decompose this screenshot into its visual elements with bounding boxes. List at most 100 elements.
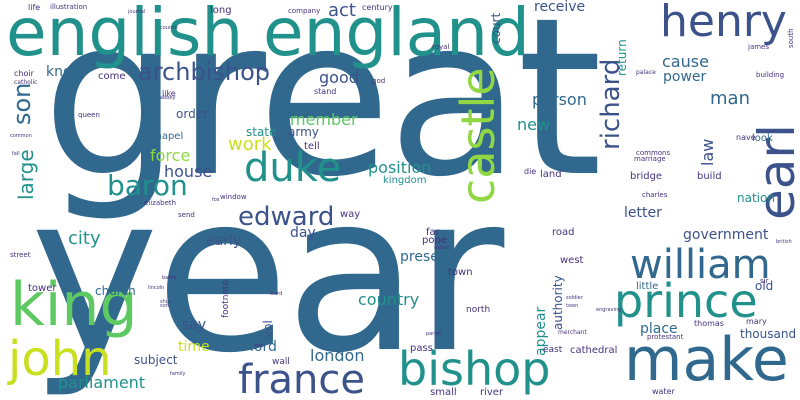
word-baron: baron <box>107 169 188 202</box>
word-james: james <box>748 43 770 51</box>
word-say: say <box>182 317 207 333</box>
word-abbey: abbey <box>160 95 176 101</box>
word-government: government <box>683 227 769 243</box>
word-company: company <box>288 7 321 15</box>
word-henry: henry <box>660 0 787 47</box>
word-illustration: illustration <box>50 3 88 11</box>
word-time: time <box>178 339 210 355</box>
word-lincoln: lincoln <box>148 285 165 291</box>
word-church: church <box>95 284 136 298</box>
word-kingdom: kingdom <box>383 175 427 186</box>
word-nave: nave <box>736 133 756 142</box>
word-receive: receive <box>534 0 586 15</box>
word-bridge: bridge <box>630 171 663 182</box>
word-parish: parish <box>426 331 442 337</box>
word-little: little <box>636 281 659 292</box>
word-person: person <box>532 90 587 109</box>
word-tower: tower <box>28 283 57 294</box>
word-footnote: footnote <box>221 280 231 318</box>
word-army: army <box>288 125 319 139</box>
word-act: act <box>328 0 356 21</box>
word-lord: lord <box>250 339 277 355</box>
word-old: old <box>755 279 774 293</box>
word-council: council <box>160 25 178 31</box>
word-man: man <box>710 88 750 109</box>
word-william: william <box>630 242 771 288</box>
word-know: know <box>46 64 83 80</box>
word-cause: cause <box>662 52 709 71</box>
word-long: long <box>210 5 232 16</box>
word-charles: charles <box>642 191 668 199</box>
word-thomas: thomas <box>694 319 724 328</box>
word-subject: subject <box>134 353 178 367</box>
word-english: english <box>6 0 244 71</box>
word-small: small <box>430 387 457 398</box>
word-engraving: engraving <box>596 307 622 313</box>
word-west: west <box>560 255 584 266</box>
word-send: send <box>178 211 195 219</box>
word-east: east <box>543 345 563 355</box>
word-war: war <box>254 343 264 349</box>
word-wall: wall <box>272 357 290 367</box>
word-prince: prince <box>614 274 758 328</box>
word-authority: authority <box>551 275 565 330</box>
word-house: house <box>164 162 213 181</box>
word-merchant: merchant <box>558 329 587 336</box>
word-catholic: catholic <box>14 79 38 86</box>
word-work: work <box>228 134 272 155</box>
word-choir: choir <box>14 69 34 78</box>
word-marriage: marriage <box>634 155 666 163</box>
word-tell: tell <box>304 141 320 152</box>
word-build: build <box>697 171 722 182</box>
word-die: die <box>524 167 537 176</box>
word-look: look <box>752 133 773 144</box>
word-good: good <box>319 68 359 87</box>
word-law: law <box>698 138 717 166</box>
word-sir: sir <box>760 277 769 285</box>
word-family: family <box>170 371 186 377</box>
word-river: river <box>480 387 504 398</box>
word-england: england <box>263 0 530 71</box>
word-elizabeth: elizabeth <box>144 199 177 207</box>
word-building: building <box>756 71 785 79</box>
word-archbishop: archbishop <box>138 58 270 86</box>
word-battle: battle <box>162 275 177 281</box>
word-north: north <box>466 305 491 315</box>
word-year: year <box>30 148 504 400</box>
word-day: day <box>290 225 316 241</box>
word-duke: duke <box>244 145 342 191</box>
word-new: new <box>517 115 551 134</box>
word-oxford: oxford <box>434 245 450 251</box>
word-early: early <box>206 233 242 249</box>
word-make: make <box>624 325 789 395</box>
word-stand: stand <box>314 87 337 96</box>
word-soldier: soldier <box>566 295 583 301</box>
word-south: south <box>787 28 795 48</box>
word-life: life <box>28 3 41 12</box>
word-god: god <box>372 77 386 85</box>
word-bishop: bishop <box>398 342 551 396</box>
word-queen: queen <box>78 111 100 119</box>
word-london: london <box>310 346 365 365</box>
word-pass: pass <box>410 343 433 354</box>
word-window: window <box>220 193 247 201</box>
word-cathedral: cathedral <box>570 345 618 356</box>
word-member: member <box>290 110 358 129</box>
word-son-small: son <box>160 303 169 309</box>
word-present: present <box>400 249 454 265</box>
word-far: far <box>426 227 440 238</box>
word-commons: commons <box>636 149 671 157</box>
word-king: king <box>10 270 138 340</box>
word-power: power <box>663 69 707 85</box>
word-come: come <box>98 71 126 82</box>
word-state: state <box>246 125 277 139</box>
word-edward: edward <box>238 202 335 232</box>
word-position: position <box>368 158 432 177</box>
word-great: great <box>42 0 602 225</box>
word-protestant: protestant <box>647 333 684 341</box>
word-nation: nation <box>737 191 775 205</box>
word-parliament: parliament <box>58 373 146 392</box>
word-royal: royal <box>432 43 450 51</box>
word-journal: journal <box>128 9 146 15</box>
word-ward: ward <box>270 291 283 297</box>
